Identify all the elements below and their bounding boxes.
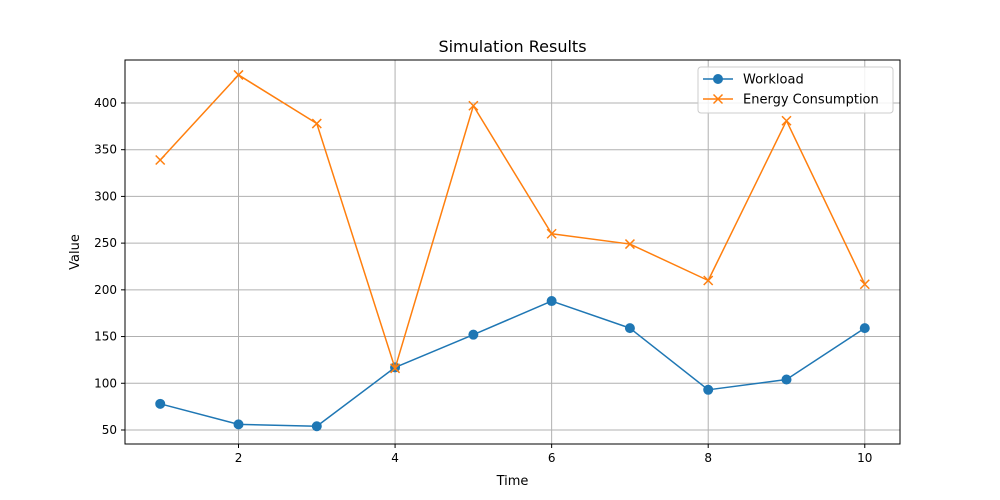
legend-workload-marker (713, 74, 723, 84)
energy-consumption-point-stroke (390, 363, 401, 374)
energy-consumption-point-stroke (311, 118, 322, 129)
axis-ticks: 2 4 6 8 10 50 100 150 200 250 300 350 400 (94, 96, 872, 465)
workload-point (546, 296, 557, 307)
energy-consumption-point-stroke (468, 100, 479, 111)
legend-energy-consumption-marker-stroke (712, 93, 724, 105)
y-tick-label: 400 (94, 96, 117, 110)
legend-energy-consumption-marker (712, 93, 724, 105)
energy-consumption-point (390, 363, 401, 374)
legend-energy-consumption-label: Energy Consumption (743, 93, 879, 108)
energy-consumption-point-stroke (546, 228, 557, 239)
energy-consumption-point (311, 118, 322, 129)
energy-consumption-point (781, 115, 792, 126)
x-tick-label: 6 (548, 451, 556, 465)
energy-consumption-point-stroke (781, 115, 792, 126)
x-tick-label: 2 (235, 451, 243, 465)
x-tick-label: 10 (857, 451, 872, 465)
energy-consumption-point (468, 100, 479, 111)
y-axis-label: Value (68, 234, 83, 270)
legend: Workload Energy Consumption (697, 66, 894, 114)
y-tick-label: 300 (94, 189, 117, 203)
workload-point (703, 384, 714, 395)
y-tick-label: 150 (94, 330, 117, 344)
y-tick-label: 200 (94, 283, 117, 297)
chart-title: Simulation Results (438, 37, 586, 56)
x-tick-label: 8 (704, 451, 712, 465)
energy-consumption-point (233, 69, 244, 80)
energy-consumption-point (624, 239, 635, 250)
y-tick-label: 250 (94, 236, 117, 250)
workload-point (468, 329, 479, 340)
energy-consumption-point-stroke (624, 239, 635, 250)
legend-entries: Workload Energy Consumption (703, 73, 879, 108)
y-tick-label: 100 (94, 376, 117, 390)
workload-point (311, 421, 322, 432)
workload-line (160, 300, 866, 427)
energy-consumption-point (155, 154, 166, 166)
legend-workload-label: Workload (743, 73, 804, 88)
energy-consumption-point (859, 279, 870, 290)
energy-consumption-point-stroke (155, 154, 166, 166)
x-tick-label: 4 (391, 451, 399, 465)
energy-consumption-point-stroke (859, 279, 870, 290)
series-layer (155, 69, 870, 432)
x-axis-label: Time (496, 474, 529, 489)
workload-point (624, 323, 635, 334)
energy-consumption-point (546, 228, 557, 239)
legend-box (697, 66, 894, 114)
y-tick-label: 350 (94, 143, 117, 157)
workload-point (233, 419, 244, 430)
workload-point (781, 374, 792, 385)
plot-frame (124, 59, 901, 445)
y-tick-label: 50 (102, 423, 117, 437)
energy-consumption-point-stroke (233, 69, 244, 80)
energy-consumption-line (159, 74, 866, 370)
energy-consumption-point-stroke (703, 275, 714, 286)
energy-consumption-point (703, 275, 714, 286)
workload-point (155, 398, 166, 409)
workload-point (859, 323, 870, 334)
